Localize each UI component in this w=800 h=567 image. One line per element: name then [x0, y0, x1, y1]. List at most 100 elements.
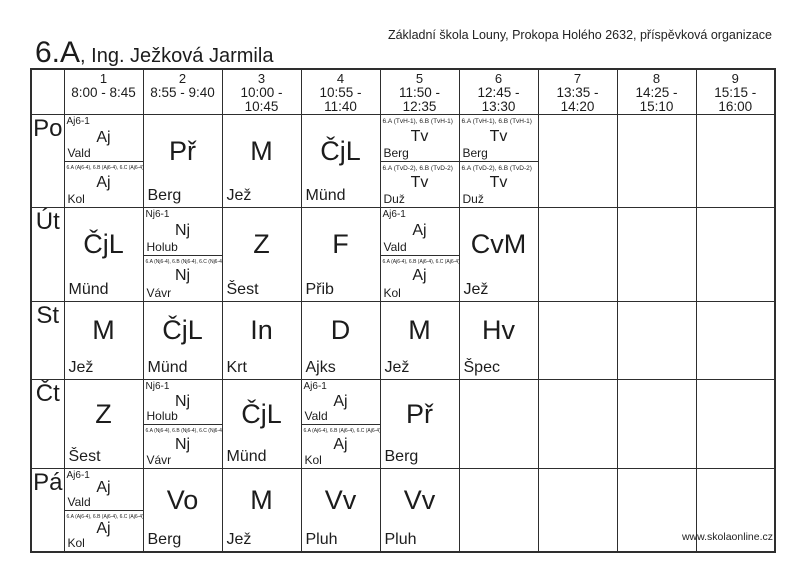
subject-abbr: Z — [253, 229, 270, 259]
subject-abbr: Z — [95, 398, 112, 429]
group-label: 6.A (Nj6-4), 6.B (Nj6-4), 6.C (Nj6-4) — [145, 428, 222, 434]
lesson-cell-1-3: M Jež — [221, 114, 302, 208]
lesson-top-group: 6.A (TvH-1), 6.B (TvH-1) Tv Berg — [460, 116, 537, 162]
period-number: 2 — [178, 71, 187, 86]
subject-abbr: ČjL — [83, 229, 124, 259]
school-name: Základní škola Louny, Prokopa Holého 263… — [387, 28, 772, 42]
teacher-abbr: Münd — [147, 359, 188, 376]
lesson-cell-2-1: ČjL Münd — [63, 207, 144, 302]
empty-cell — [537, 207, 618, 302]
period-header-6: 6 12:45 - 13:30 — [458, 68, 539, 115]
teacher-abbr: Ajks — [305, 359, 336, 376]
lesson-cell-4-5: Př Berg — [379, 379, 460, 469]
period-number: 1 — [99, 71, 108, 86]
lesson-bottom-group: 6.A (TvD-2), 6.B (TvD-2) Tv Duž — [381, 161, 458, 207]
subject-abbr: Aj — [96, 520, 111, 537]
subject-abbr: Aj — [96, 173, 111, 191]
lesson-cell-2-4: F Přib — [300, 207, 381, 302]
day-label-2: Út — [30, 207, 65, 302]
teacher-abbr: Berg — [147, 187, 182, 204]
day-row-4: Čt Z Šest Nj6-1 Nj Holub 6.A (Nj6-4), 6.B (Nj6… — [30, 379, 776, 469]
lesson-cell-5-2: Vo Berg — [142, 468, 223, 553]
lesson-cell-2-2: Nj6-1 Nj Holub 6.A (Nj6-4), 6.B (Nj6-4), 6.… — [142, 207, 223, 302]
day-row-2: Út ČjL Münd Nj6-1 Nj Holub 6.A (Nj6-4), 6.B (N… — [30, 207, 776, 302]
subject-abbr: Tv — [489, 174, 508, 191]
teacher-abbr: Münd — [226, 448, 267, 465]
subject-abbr: Nj — [174, 221, 191, 239]
lesson-cell-3-4: D Ajks — [300, 301, 381, 380]
empty-cell — [616, 468, 697, 553]
empty-cell — [537, 301, 618, 380]
group-label: Nj6-1 — [145, 381, 170, 392]
lesson-top-group: Aj6-1 Aj Vald — [65, 469, 142, 510]
lesson-cell-3-1: M Jež — [63, 301, 144, 380]
subject-abbr: Aj — [333, 435, 348, 453]
empty-cell — [695, 468, 776, 553]
subject-abbr: M — [250, 135, 273, 166]
subject-abbr: ČjL — [320, 135, 361, 166]
period-number: 7 — [573, 71, 582, 86]
teacher-abbr: Vald — [383, 239, 407, 254]
corner-cell — [30, 68, 65, 115]
lesson-cell-3-5: M Jež — [379, 301, 460, 380]
lesson-bottom-group: 6.A (Aj6-4), 6.B (Aj6-4), 6.C (Aj6-4) Aj K… — [65, 510, 143, 551]
lesson-cell-1-1: Aj6-1 Aj Vald 6.A (Aj6-4), 6.B (Aj6-4), 6.C… — [63, 114, 144, 208]
lesson-bottom-group: 6.A (TvD-2), 6.B (TvD-2) Tv Duž — [460, 161, 537, 207]
period-header-5: 5 11:50 - 12:35 — [379, 68, 460, 115]
lesson-cell-3-6: Hv Špec — [458, 301, 539, 380]
empty-cell — [695, 207, 776, 302]
subject-abbr: Vo — [166, 484, 199, 515]
teacher-abbr: Kol — [304, 453, 322, 467]
teacher-abbr: Špec — [463, 359, 500, 376]
teacher-abbr: Jež — [226, 531, 252, 548]
teacher-abbr: Holub — [146, 409, 178, 423]
period-number: 5 — [415, 71, 424, 86]
subject-abbr: M — [92, 315, 115, 345]
teacher-abbr: Vávr — [146, 286, 172, 300]
group-label: 6.A (Aj6-4), 6.B (Aj6-4), 6.C (Aj6-4) — [66, 514, 143, 520]
empty-cell — [537, 379, 618, 469]
period-time: 11:50 - 12:35 — [398, 85, 441, 114]
teacher-abbr: Vald — [67, 495, 91, 509]
group-label: 6.A (TvD-2), 6.B (TvD-2) — [461, 165, 532, 172]
period-number: 6 — [494, 71, 503, 86]
subject-abbr: Vv — [324, 484, 357, 515]
empty-cell — [458, 468, 539, 553]
group-label: 6.A (TvH-1), 6.B (TvH-1) — [382, 118, 453, 125]
empty-cell — [695, 301, 776, 380]
subject-abbr: Nj — [174, 267, 191, 285]
teacher-abbr: Krt — [226, 359, 247, 376]
teacher-abbr: Kol — [383, 286, 401, 300]
subject-abbr: Tv — [489, 127, 508, 145]
teacher-abbr: Berg — [147, 531, 182, 548]
lesson-cell-5-1: Aj6-1 Aj Vald 6.A (Aj6-4), 6.B (Aj6-4), 6.C… — [63, 468, 144, 553]
timetable-grid: 1 8:00 - 8:45 2 8:55 - 9:40 3 10:00 - 10:45 4 1… — [30, 68, 776, 553]
period-time: 15:15 - 16:00 — [714, 85, 757, 114]
lesson-top-group: Aj6-1 Aj Vald — [302, 381, 379, 425]
period-number: 4 — [336, 71, 345, 86]
period-header-9: 9 15:15 - 16:00 — [695, 68, 776, 115]
teacher-abbr: Berg — [383, 146, 409, 160]
empty-cell — [616, 301, 697, 380]
teacher-abbr: Vald — [67, 146, 91, 160]
period-time: 12:45 - 13:30 — [477, 85, 520, 114]
lesson-cell-3-3: In Krt — [221, 301, 302, 380]
lesson-bottom-group: 6.A (Aj6-4), 6.B (Aj6-4), 6.C (Aj6-4) Aj K… — [302, 424, 379, 468]
lesson-cell-4-2: Nj6-1 Nj Holub 6.A (Nj6-4), 6.B (Nj6-4), 6.… — [142, 379, 223, 469]
period-number: 9 — [731, 71, 739, 86]
group-label: 6.A (Aj6-4), 6.B (Aj6-4), 6.C (Aj6-4) — [382, 258, 459, 265]
period-time: 8:55 - 9:40 — [150, 85, 215, 100]
empty-cell — [616, 207, 697, 302]
teacher-abbr: Berg — [384, 448, 419, 465]
day-row-3: St M Jež ČjL Münd In Krt D Ajks M Jež Hv Špec — [30, 301, 776, 380]
lesson-cell-4-3: ČjL Münd — [221, 379, 302, 469]
subject-abbr: Nj — [174, 392, 191, 410]
group-label: Aj6-1 — [382, 209, 406, 220]
lesson-cell-5-3: M Jež — [221, 468, 302, 553]
teacher-abbr: Jež — [68, 359, 94, 376]
lesson-cell-2-6: CvM Jež — [458, 207, 539, 302]
teacher-abbr: Šest — [68, 448, 101, 465]
teacher-abbr: Münd — [68, 281, 109, 298]
period-header-2: 2 8:55 - 9:40 — [142, 68, 223, 115]
